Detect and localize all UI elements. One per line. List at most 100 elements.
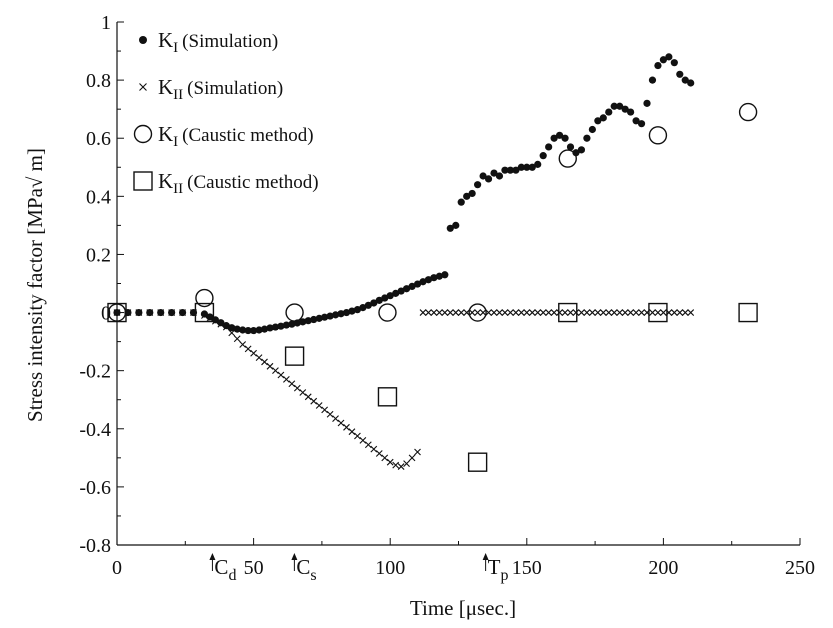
data-point-x	[517, 309, 525, 316]
data-point-x	[561, 309, 569, 316]
data-point-square	[377, 387, 398, 407]
time-marker: Cd	[209, 553, 236, 584]
data-point-x	[446, 309, 454, 316]
data-point-x	[572, 309, 580, 316]
data-point-dot	[168, 308, 176, 317]
legend-marker-square	[133, 171, 153, 191]
data-point-x	[632, 309, 640, 316]
data-point-dot	[239, 326, 247, 334]
data-point-x	[414, 448, 421, 456]
series-x	[113, 309, 695, 470]
time-marker: Tp	[482, 553, 509, 584]
data-point-x	[452, 309, 460, 316]
data-point-circle	[468, 303, 487, 322]
x-tick-label: 150	[512, 557, 542, 579]
x-tick-label: 100	[375, 557, 405, 579]
data-point-dot	[506, 166, 515, 174]
data-point-x	[660, 309, 667, 316]
data-point-dot	[665, 53, 673, 61]
data-point-dot	[113, 308, 121, 317]
data-point-dot	[200, 310, 209, 318]
data-point-x	[261, 358, 268, 366]
legend-label: KI (Simulation)	[158, 28, 278, 56]
time-markers: Cd Cs Tp	[209, 553, 508, 584]
series-square	[107, 302, 758, 472]
data-point-x	[627, 309, 635, 316]
data-point-dot	[315, 314, 323, 322]
legend-label: KII (Simulation)	[158, 75, 283, 103]
data-point-dot	[375, 296, 383, 304]
y-tick-label: -0.8	[79, 535, 111, 557]
axes	[116, 21, 801, 546]
legend-item: KII (Simulation)	[139, 75, 283, 103]
x-tick-label: 50	[244, 557, 264, 579]
data-point-dot	[348, 307, 356, 315]
data-point-dot	[277, 322, 285, 330]
data-point-circle	[648, 126, 668, 145]
data-point-x	[354, 432, 361, 440]
data-point-x	[321, 406, 329, 414]
data-point-x	[578, 309, 585, 316]
data-point-x	[457, 309, 465, 316]
data-point-dot	[452, 221, 460, 229]
data-point-dot	[517, 163, 525, 171]
data-point-dot	[545, 143, 553, 151]
data-point-x	[588, 309, 596, 316]
data-point-x	[496, 309, 503, 316]
data-point-dot	[435, 272, 443, 280]
data-point-dot	[572, 149, 580, 157]
data-point-dot	[555, 131, 564, 139]
data-point-x	[534, 309, 542, 316]
y-tick-label: -0.2	[79, 361, 111, 383]
data-point-dot	[528, 163, 536, 171]
data-point-x	[676, 309, 684, 316]
time-marker-label: Cs	[296, 555, 316, 584]
data-point-x	[479, 309, 487, 316]
data-point-dot	[605, 108, 613, 116]
data-point-x	[621, 309, 629, 316]
data-point-x	[649, 309, 656, 316]
data-point-dot	[637, 120, 646, 128]
data-point-dot	[250, 326, 258, 335]
data-point-x	[474, 309, 482, 316]
y-tick-label: -0.6	[79, 477, 111, 499]
data-point-dot	[676, 70, 684, 78]
data-point-dot	[659, 56, 668, 64]
data-point-x	[638, 309, 645, 316]
data-point-dot	[304, 317, 312, 325]
x-axis-label: Time [μsec.]	[410, 596, 516, 620]
data-point-x	[539, 309, 547, 316]
data-point-x	[468, 309, 476, 316]
data-point-dot	[501, 166, 509, 174]
data-point-dot	[233, 325, 241, 333]
data-point-dot	[321, 313, 329, 321]
data-point-dot	[446, 224, 454, 232]
data-point-dot	[670, 59, 678, 67]
time-marker-arrow-head	[291, 553, 298, 560]
data-point-square	[194, 302, 215, 323]
data-point-dot	[266, 324, 274, 332]
data-point-x	[523, 309, 531, 316]
data-point-dot	[512, 166, 520, 174]
data-point-x	[430, 309, 438, 316]
data-point-dot	[457, 198, 465, 206]
y-tick-label: 0.2	[86, 244, 111, 266]
data-point-dot	[370, 299, 378, 307]
data-point-x	[550, 309, 558, 316]
data-point-circle	[285, 303, 304, 322]
data-point-dot	[484, 175, 493, 183]
data-point-dot	[681, 76, 689, 84]
time-marker-arrow-head	[209, 553, 216, 560]
data-point-dot	[135, 308, 143, 317]
time-marker-label: Tp	[488, 555, 509, 584]
data-point-x	[304, 393, 312, 401]
legend-marker-circle	[133, 124, 153, 144]
data-point-x	[435, 309, 443, 316]
data-point-dot	[577, 146, 586, 154]
y-tick-label: 0.8	[86, 70, 111, 92]
data-point-dot	[441, 271, 449, 279]
data-point-x	[386, 458, 394, 466]
data-point-dot	[364, 301, 372, 309]
data-point-circle	[558, 149, 577, 168]
